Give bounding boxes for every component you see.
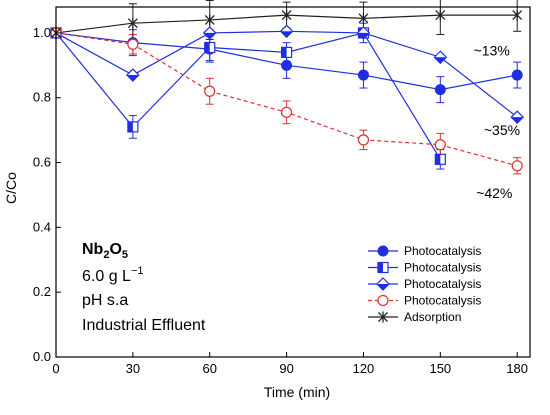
annotation-label: ~42%	[476, 185, 512, 201]
legend-label-2: Photocatalysis	[404, 261, 481, 275]
data-point	[127, 121, 139, 133]
legend-label-4: Photocatalysis	[404, 294, 481, 308]
data-point	[127, 38, 139, 50]
legend-marker-1	[377, 245, 389, 257]
data-point	[357, 134, 370, 146]
y-tick-label: 0.6	[33, 155, 51, 170]
legend-label-5: Adsorption	[404, 310, 461, 324]
data-point	[434, 153, 446, 165]
data-point	[434, 84, 446, 96]
data-point	[204, 85, 216, 97]
data-point	[280, 106, 293, 118]
data-point	[202, 26, 217, 40]
marker-diamond-half-fill	[203, 32, 216, 39]
data-point	[204, 14, 215, 26]
data-point	[510, 110, 525, 125]
marker-square-half-fill	[378, 262, 383, 273]
y-tick-label: 0.0	[33, 349, 51, 364]
dose-main: 6.0 g L	[82, 268, 131, 285]
data-point	[281, 59, 293, 71]
dose-sup: −1	[131, 265, 144, 277]
marker-diamond-half-fill	[126, 75, 139, 82]
x-tick-label: 180	[506, 361, 528, 376]
data-point	[511, 160, 523, 172]
y-axis-title: C/Co	[3, 172, 19, 204]
axis-ticks	[55, 32, 518, 358]
data-point	[204, 41, 216, 54]
legend-label-1: Photocatalysis	[404, 244, 481, 258]
y-tick-label: 0.8	[33, 90, 51, 105]
error-bars	[128, 0, 522, 175]
data-point	[434, 139, 446, 151]
legend: Photocatalysis Photocatalysis Photocatalys…	[368, 244, 481, 324]
x-axis-title: Time (min)	[264, 384, 330, 400]
marker-diamond-half-fill	[434, 57, 447, 64]
tick-labels: 0 30 60 90 120 150 180 0.0 0.2 0.4 0.6 0.8 1.0	[33, 25, 528, 376]
formula-sub-5: 5	[122, 249, 128, 261]
data-point	[127, 17, 138, 29]
legend-marker-5	[378, 311, 388, 323]
data-point	[126, 68, 140, 82]
x-tick-label: 120	[353, 361, 375, 376]
y-tick-label: 0.4	[33, 219, 51, 234]
annotation-label: ~35%	[484, 122, 520, 138]
marker-diamond-half-fill	[377, 284, 389, 290]
dose-text: 6.0 g L−1	[82, 265, 143, 285]
matrix-text: Industrial Effluent	[82, 317, 206, 334]
marker-diamond-half-fill	[280, 31, 293, 38]
data-point	[433, 50, 448, 65]
legend-marker-4	[377, 294, 389, 307]
x-tick-label: 150	[429, 361, 451, 376]
data-point	[281, 9, 292, 21]
data-point	[279, 24, 294, 39]
formula-sub-2: 2	[103, 249, 109, 261]
legend-marker-2	[377, 261, 389, 274]
x-tick-label: 30	[126, 361, 140, 376]
marker-square-half-fill	[281, 47, 287, 58]
data-point	[357, 69, 369, 81]
series-markers	[49, 9, 525, 172]
legend-label-3: Photocatalysis	[404, 277, 481, 291]
marker-square-half-fill	[204, 42, 210, 53]
legend-marker-3	[376, 277, 390, 291]
marker-square-half-fill	[435, 154, 441, 165]
annotation-label: ~13%	[474, 43, 510, 59]
marker-square-half-fill	[127, 121, 133, 132]
y-tick-label: 1.0	[33, 25, 51, 40]
marker-diamond-half-fill	[511, 117, 524, 124]
data-point	[358, 12, 369, 24]
data-point	[511, 69, 523, 81]
data-point	[280, 46, 293, 58]
plot-frame	[55, 6, 531, 358]
formula-nb: Nb	[82, 241, 104, 258]
ph-text: pH s.a	[82, 292, 128, 309]
x-tick-label: 90	[279, 361, 293, 376]
y-tick-label: 0.2	[33, 284, 51, 299]
formula-o: O	[109, 241, 121, 258]
annotations: ~13% ~35% ~42%	[474, 43, 520, 202]
series-line-2	[55, 32, 441, 160]
info-box: Nb2O5 6.0 g L−1 pH s.a Industrial Efflue…	[82, 241, 206, 334]
data-point	[512, 9, 523, 21]
x-tick-label: 60	[202, 361, 216, 376]
data-point	[435, 9, 446, 21]
data-point	[356, 26, 371, 40]
x-tick-label: 0	[52, 361, 59, 376]
marker-diamond-half-fill	[357, 32, 370, 39]
compound-formula: Nb2O5	[82, 241, 128, 261]
